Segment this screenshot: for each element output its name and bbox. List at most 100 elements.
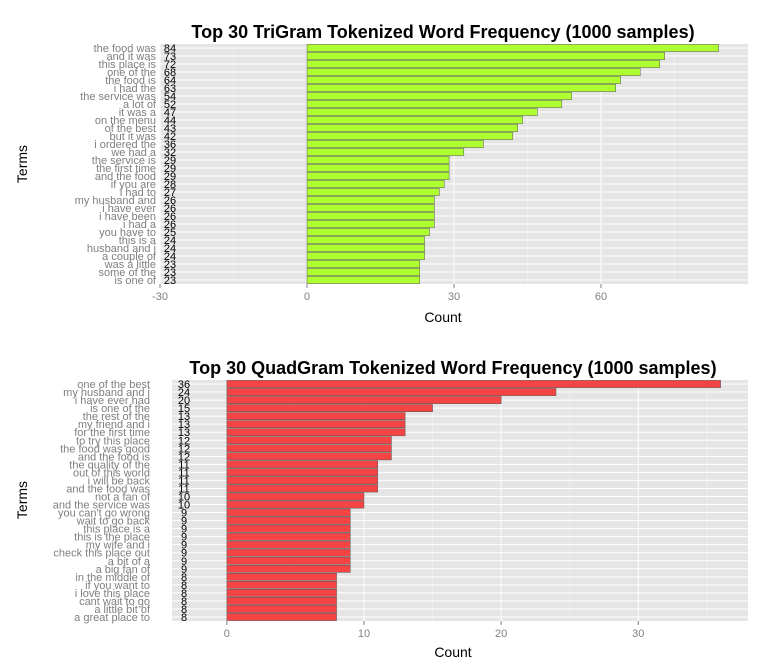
- term-label: i had a: [123, 219, 157, 231]
- trigram-bars: [306, 44, 719, 284]
- value-label: 26: [164, 195, 176, 207]
- bar: [306, 148, 465, 156]
- bar: [306, 244, 425, 252]
- term-label: and the food was: [66, 483, 150, 495]
- bar: [226, 548, 351, 557]
- trigram-chart: Top 30 TriGram Tokenized Word Frequency …: [14, 22, 749, 325]
- term-label: in the middle of: [75, 572, 151, 584]
- quadgram-bars: [226, 380, 721, 621]
- term-label: a couple of: [102, 251, 157, 263]
- value-label: 43: [164, 123, 176, 135]
- bar: [306, 188, 440, 196]
- bar: [226, 396, 502, 404]
- bar: [226, 388, 557, 396]
- term-label: if you are: [111, 179, 156, 191]
- value-label: 26: [164, 203, 176, 215]
- value-label: 12: [178, 435, 190, 447]
- term-label: i have ever: [102, 203, 156, 215]
- term-label: cant wait to go: [79, 596, 150, 608]
- value-label: 12: [178, 443, 190, 455]
- term-label: to try this place: [76, 435, 150, 447]
- trigram-x-ticks: -30 0 30 60: [152, 284, 607, 303]
- bar: [306, 252, 425, 260]
- term-label: i had to: [120, 187, 156, 199]
- x-tick-label: 10: [358, 628, 370, 640]
- value-label: 24: [164, 243, 176, 255]
- bar: [306, 172, 450, 180]
- value-label: 9: [181, 540, 187, 552]
- value-label: 24: [178, 387, 190, 399]
- term-label: and the food: [95, 171, 156, 183]
- value-label: 15: [178, 403, 190, 415]
- value-label: 9: [181, 516, 187, 528]
- bar: [306, 164, 450, 172]
- term-label: the food was good: [60, 443, 150, 455]
- term-label: but it was: [110, 131, 157, 143]
- value-label: 72: [164, 59, 176, 71]
- bar: [226, 516, 351, 525]
- bar: [306, 132, 514, 140]
- term-label: the service was: [80, 91, 156, 103]
- bar: [226, 580, 337, 589]
- x-tick-label: 20: [495, 628, 507, 640]
- value-label: 8: [181, 604, 187, 616]
- term-label: one of the: [107, 67, 156, 79]
- value-label: 9: [181, 564, 187, 576]
- x-tick-label: 30: [632, 628, 644, 640]
- value-label: 54: [164, 91, 176, 103]
- value-label: 25: [164, 227, 176, 239]
- term-label: my husband and i: [63, 387, 150, 399]
- term-label: not a fan of: [95, 491, 151, 503]
- trigram-value-labels: 8473726864635452474443423632292929282726…: [164, 43, 176, 287]
- value-label: 11: [178, 459, 189, 471]
- bar: [226, 597, 337, 605]
- bar: [226, 564, 351, 573]
- trigram-title: Top 30 TriGram Tokenized Word Frequency …: [191, 22, 694, 42]
- value-label: 73: [164, 51, 176, 63]
- value-label: 42: [164, 131, 176, 143]
- bar: [226, 468, 378, 477]
- x-tick-label: 0: [304, 291, 310, 303]
- value-label: 8: [181, 612, 187, 624]
- bar: [226, 436, 392, 445]
- term-label: the rest of the: [83, 411, 150, 423]
- term-label: i had the: [114, 83, 156, 95]
- bar: [306, 60, 661, 68]
- value-label: 29: [164, 163, 176, 175]
- value-label: 8: [181, 588, 187, 600]
- value-label: 13: [178, 427, 190, 439]
- x-tick-label: 0: [224, 628, 230, 640]
- term-label: my husband and: [75, 195, 156, 207]
- value-label: 11: [178, 483, 189, 495]
- value-label: 23: [164, 259, 176, 271]
- value-label: 26: [164, 219, 176, 231]
- term-label: was a little: [104, 259, 156, 271]
- bar: [226, 484, 378, 493]
- bar: [226, 476, 378, 485]
- bar: [306, 236, 425, 244]
- term-label: and the food is: [78, 451, 151, 463]
- value-label: 10: [178, 500, 190, 512]
- term-label: some of the: [99, 267, 156, 279]
- value-label: 32: [164, 147, 176, 159]
- term-label: i ordered the: [94, 139, 156, 151]
- term-label: this place is a: [83, 524, 151, 536]
- quadgram-x-ticks: 0 10 20 30: [224, 621, 644, 640]
- term-label: of the best: [105, 123, 156, 135]
- term-label: check this place out: [53, 548, 150, 560]
- bar: [306, 44, 719, 52]
- value-label: 23: [164, 275, 176, 287]
- quadgram-title: Top 30 QuadGram Tokenized Word Frequency…: [189, 358, 716, 378]
- value-label: 8: [181, 596, 187, 608]
- bar: [306, 52, 665, 60]
- value-label: 26: [164, 211, 176, 223]
- bar: [226, 412, 406, 421]
- bar: [306, 100, 563, 108]
- term-label: the food is: [105, 75, 156, 87]
- term-label: i have been: [99, 211, 156, 223]
- value-label: 11: [178, 467, 189, 479]
- term-label: i love this place: [75, 588, 150, 600]
- bar: [226, 532, 351, 541]
- bar: [306, 92, 572, 100]
